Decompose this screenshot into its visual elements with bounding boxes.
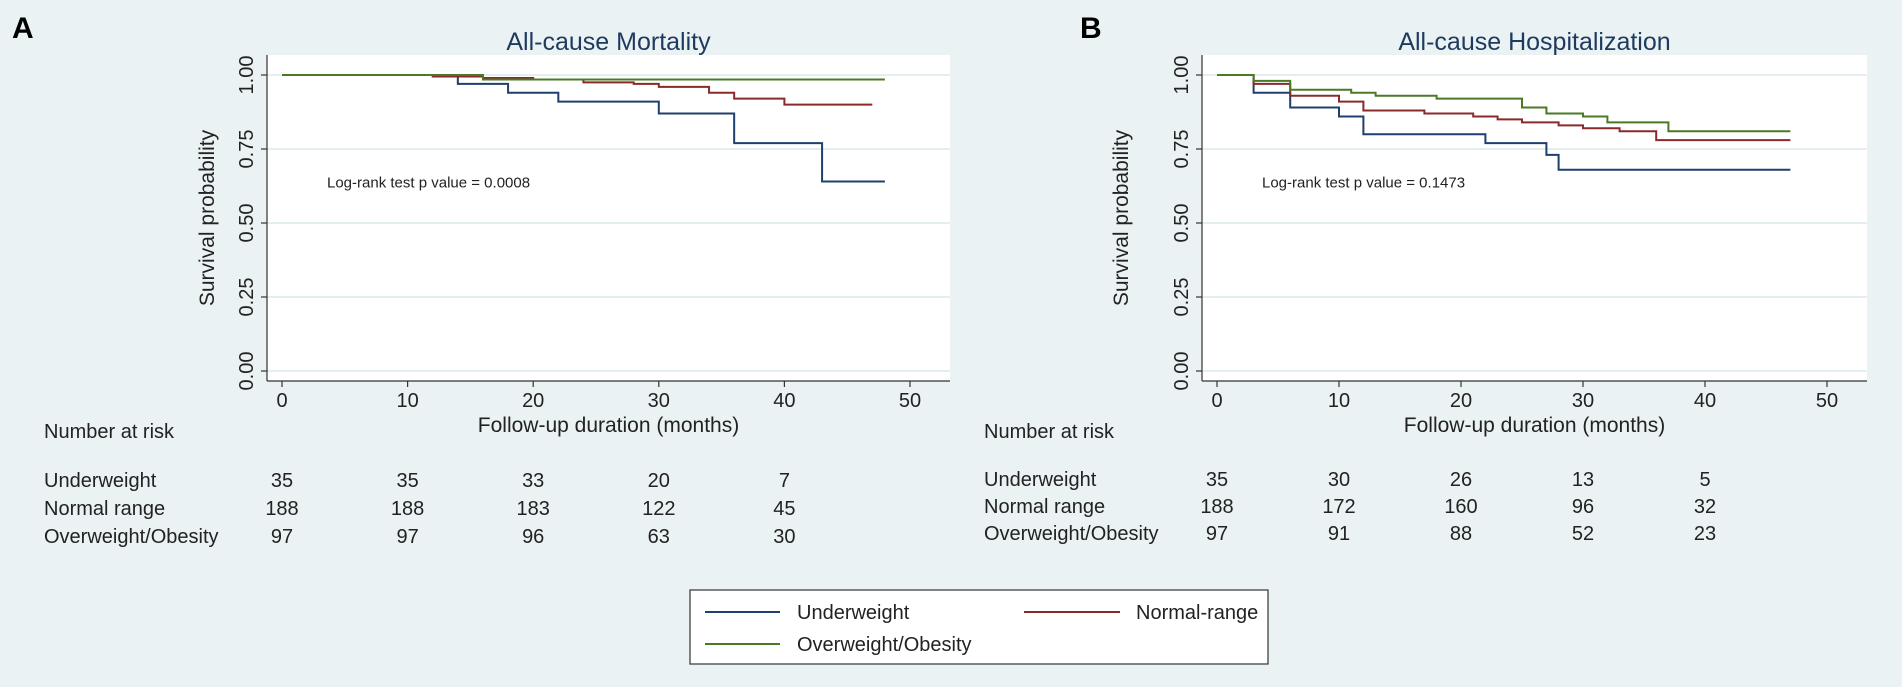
km-curve-overweight — [1217, 74, 1791, 133]
plot-area — [267, 55, 950, 381]
panel-letter: B — [1080, 12, 1102, 45]
x-tick-label: 30 — [1572, 390, 1594, 412]
km-curve-underweight — [282, 74, 885, 183]
legend-label-underweight: Underweight — [797, 602, 910, 624]
risk-cell: 7 — [779, 470, 790, 492]
x-tick-label: 0 — [1211, 390, 1222, 412]
x-tick-label: 50 — [1816, 390, 1838, 412]
legend: Underweight Normal-range Overweight/Obesit… — [689, 589, 1269, 665]
risk-cell: 26 — [1450, 469, 1472, 491]
x-tick-label: 40 — [1694, 390, 1716, 412]
risk-cell: 63 — [648, 526, 670, 548]
y-tick-label: 1.00 — [1171, 56, 1193, 95]
y-tick-label: 0.50 — [236, 204, 258, 243]
km-curve-underweight — [1217, 74, 1791, 171]
risk-cell: 35 — [1206, 469, 1228, 491]
risk-cell: 188 — [391, 498, 424, 520]
risk-row-label: Overweight/Obesity — [44, 526, 219, 548]
risk-row-label: Overweight/Obesity — [984, 523, 1159, 545]
x-tick-label: 0 — [276, 390, 287, 412]
risk-row-label: Normal range — [44, 498, 165, 520]
legend-label-normal: Normal-range — [1136, 602, 1258, 624]
x-tick-label: 30 — [648, 390, 670, 412]
risk-cell: 30 — [773, 526, 795, 548]
x-tick-label: 20 — [1450, 390, 1472, 412]
y-tick-label: 1.00 — [236, 56, 258, 95]
risk-cell: 23 — [1694, 523, 1716, 545]
logrank-annotation: Log-rank test p value = 0.0008 — [327, 174, 530, 191]
x-tick-label: 10 — [1328, 390, 1350, 412]
risk-row-label: Normal range — [984, 496, 1105, 518]
x-tick-label: 40 — [773, 390, 795, 412]
panel-a: A All-cause Mortality 0.00 0.25 0.50 0.75 1.00… — [12, 12, 950, 548]
risk-cell: 88 — [1450, 523, 1472, 545]
panel-letter: A — [12, 12, 34, 45]
x-axis-label: Follow-up duration (months) — [1404, 414, 1665, 437]
x-axis-label: Follow-up duration (months) — [478, 414, 739, 437]
risk-table-heading: Number at risk — [984, 421, 1115, 443]
risk-cell: 52 — [1572, 523, 1594, 545]
risk-cell: 33 — [522, 470, 544, 492]
x-tick-label: 20 — [522, 390, 544, 412]
y-tick-label: 0.75 — [1171, 130, 1193, 169]
risk-cell: 188 — [1200, 496, 1233, 518]
panel-b: B All-cause Hospitalization 0.00 0.25 0.50 0.… — [984, 12, 1867, 545]
y-tick-label: 0.00 — [236, 352, 258, 391]
risk-cell: 172 — [1322, 496, 1355, 518]
risk-cell: 183 — [517, 498, 550, 520]
risk-cell: 35 — [271, 470, 293, 492]
y-tick-label: 0.50 — [1171, 204, 1193, 243]
risk-cell: 32 — [1694, 496, 1716, 518]
risk-cell: 97 — [271, 526, 293, 548]
logrank-annotation: Log-rank test p value = 0.1473 — [1262, 174, 1465, 191]
risk-cell: 91 — [1328, 523, 1350, 545]
legend-box — [689, 589, 1269, 665]
risk-cell: 5 — [1699, 469, 1710, 491]
y-tick-label: 0.75 — [236, 130, 258, 169]
risk-cell: 30 — [1328, 469, 1350, 491]
risk-cell: 188 — [265, 498, 298, 520]
legend-label-overweight: Overweight/Obesity — [797, 634, 972, 656]
x-tick-label: 50 — [899, 390, 921, 412]
risk-cell: 96 — [522, 526, 544, 548]
km-curve-overweight — [282, 74, 885, 81]
y-axis-label: Survival probability — [196, 129, 219, 306]
risk-cell: 35 — [396, 470, 418, 492]
chart-title: All-cause Hospitalization — [1398, 28, 1670, 56]
y-tick-label: 0.00 — [1171, 352, 1193, 391]
risk-cell: 122 — [642, 498, 675, 520]
y-tick-label: 0.25 — [236, 278, 258, 317]
risk-cell: 97 — [396, 526, 418, 548]
risk-cell: 96 — [1572, 496, 1594, 518]
risk-row-label: Underweight — [44, 470, 157, 492]
risk-cell: 45 — [773, 498, 795, 520]
risk-table-heading: Number at risk — [44, 421, 175, 443]
risk-cell: 160 — [1444, 496, 1477, 518]
y-tick-label: 0.25 — [1171, 278, 1193, 317]
chart-title: All-cause Mortality — [506, 28, 711, 56]
y-axis-label: Survival probability — [1110, 129, 1133, 306]
risk-cell: 97 — [1206, 523, 1228, 545]
plot-area — [1202, 55, 1867, 381]
risk-cell: 20 — [648, 470, 670, 492]
risk-row-label: Underweight — [984, 469, 1097, 491]
risk-cell: 13 — [1572, 469, 1594, 491]
km-curve-normal — [1217, 74, 1791, 142]
x-tick-label: 10 — [396, 390, 418, 412]
